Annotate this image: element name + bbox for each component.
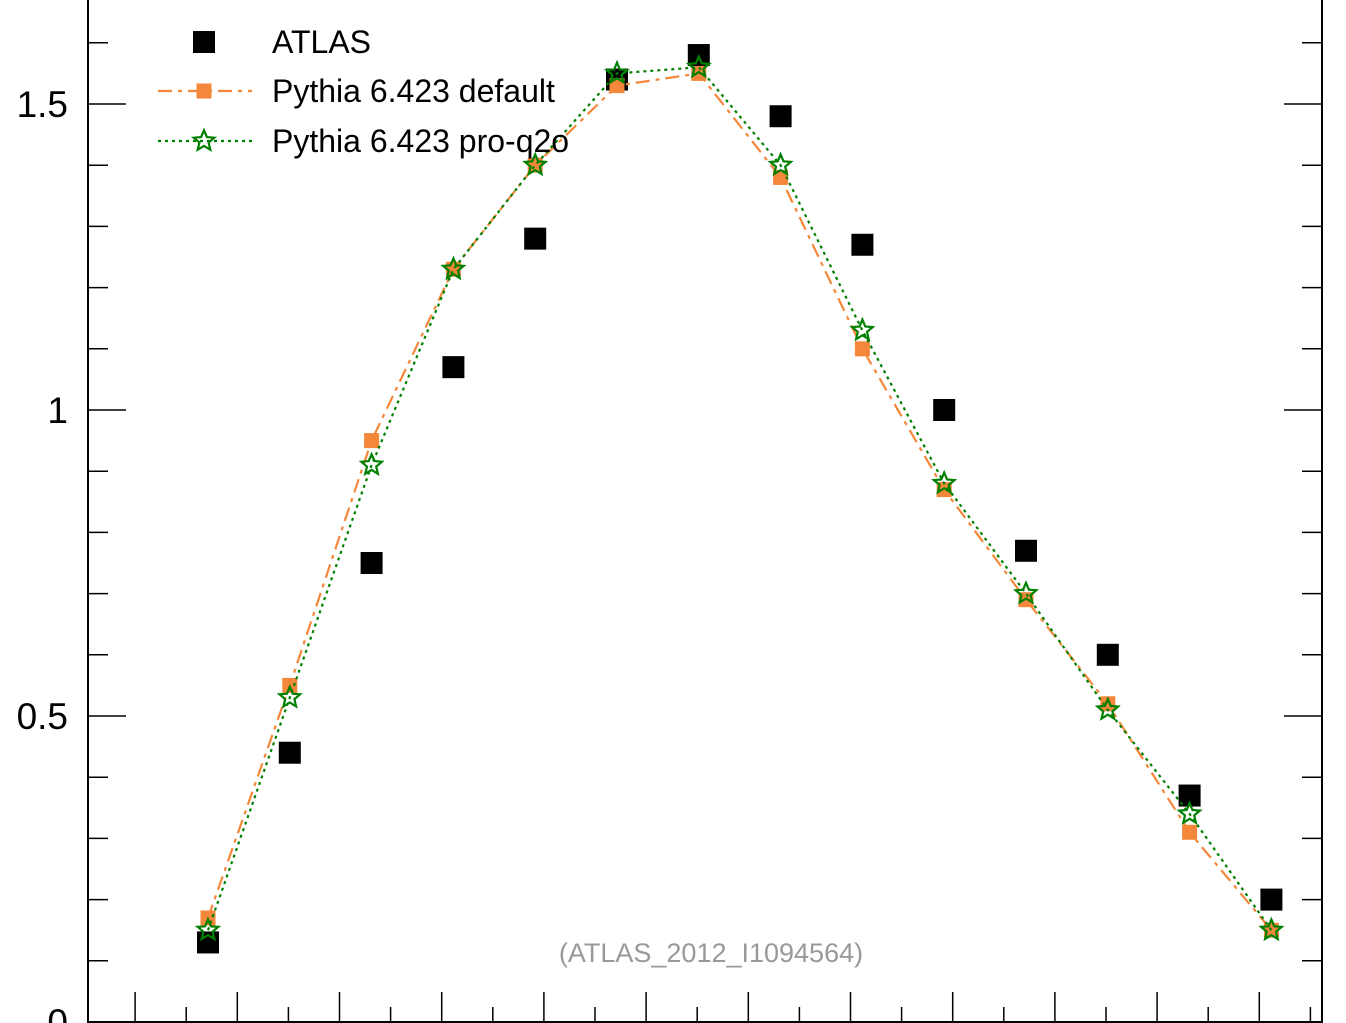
- data-point: [358, 451, 385, 477]
- y-tick-label: 0.5: [17, 696, 68, 737]
- data-point: [1176, 800, 1203, 826]
- data-point: [442, 356, 465, 379]
- data-point: [1012, 579, 1040, 605]
- data-point: [1094, 696, 1121, 721]
- data-point: [1015, 539, 1037, 562]
- legend-marker: [190, 127, 218, 152]
- data-point: [849, 316, 876, 342]
- series-1: [200, 65, 1279, 938]
- legend-label: Pythia 6.423 default: [272, 73, 555, 109]
- legend-marker: [196, 83, 212, 99]
- legend: ATLAS Pythia 6.423 default Pythia 6.423 pr…: [158, 24, 569, 159]
- data-point: [522, 151, 549, 177]
- data-point: [1182, 824, 1198, 840]
- y-tick-label: 0: [47, 1002, 68, 1023]
- y-tick-label: 1: [47, 390, 68, 431]
- legend-entry: ATLAS: [193, 24, 371, 60]
- data-point: [769, 105, 792, 128]
- series-2: [194, 53, 1285, 942]
- data-point: [278, 741, 301, 764]
- data-point: [1178, 784, 1201, 807]
- data-point: [1258, 916, 1285, 942]
- data-point: [685, 53, 712, 79]
- legend-marker: [193, 31, 215, 53]
- data-point: [276, 683, 303, 709]
- data-point: [931, 469, 958, 495]
- data-point: [524, 227, 547, 250]
- series-layer: [194, 44, 1285, 954]
- data-point: [1100, 696, 1116, 712]
- data-point: [364, 433, 380, 449]
- data-point: [773, 169, 789, 185]
- plot-frame: [87, 0, 1323, 1023]
- data-point: [767, 151, 794, 177]
- x-axis: [134, 992, 1312, 1022]
- series-line: [206, 72, 1273, 931]
- plot-border: [87, 0, 1323, 1023]
- y-axis: 00.511.522.53: [17, 42, 1322, 1023]
- data-point: [933, 399, 956, 421]
- legend-label: ATLAS: [272, 24, 371, 60]
- series-line: [206, 66, 1273, 931]
- data-point: [360, 552, 383, 574]
- data-point: [1260, 888, 1283, 911]
- y-tick-label: 1.5: [17, 84, 68, 125]
- legend-label: Pythia 6.423 pro-q2o: [272, 123, 569, 159]
- legend-entry: Pythia 6.423 default: [158, 73, 555, 109]
- data-point: [609, 78, 625, 94]
- data-point: [851, 233, 874, 256]
- data-point: [1096, 643, 1119, 666]
- analysis-annotation: (ATLAS_2012_I1094564): [559, 938, 863, 968]
- legend-entry: Pythia 6.423 pro-q2o: [158, 123, 569, 159]
- data-point: [603, 59, 631, 85]
- data-point: [440, 255, 467, 281]
- data-point: [194, 916, 222, 942]
- data-point: [854, 341, 870, 357]
